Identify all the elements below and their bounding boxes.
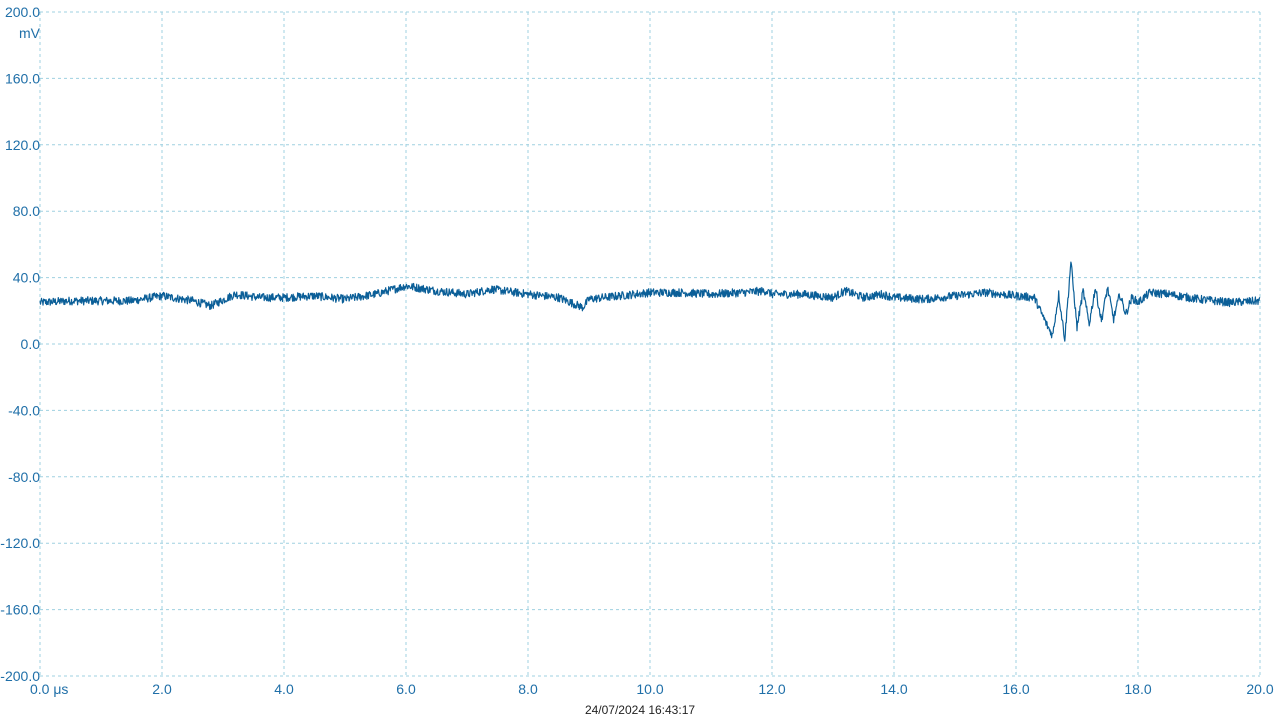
x-tick-label: 18.0: [1124, 681, 1151, 697]
y-tick-label: -160.0: [0, 602, 40, 618]
x-tick-label: 20.0: [1246, 681, 1273, 697]
timestamp: 24/07/2024 16:43:17: [585, 703, 695, 717]
tick-labels: 0.0 μs 2.0 4.0 6.0 8.0 10.0 12.0 14.0 16.0 18.0 20…: [0, 4, 1274, 697]
y-tick-label: -80.0: [8, 469, 40, 485]
x-tick-label: 10.0: [636, 681, 663, 697]
x-tick-label: 2.0: [152, 681, 172, 697]
y-tick-label: -40.0: [8, 402, 40, 418]
y-tick-label: 200.0: [5, 4, 40, 20]
x-tick-label: 14.0: [880, 681, 907, 697]
y-tick-label: -200.0: [0, 668, 40, 684]
grid: [39, 11, 1261, 677]
signal-trace: [39, 261, 1261, 342]
y-tick-label: 120.0: [5, 137, 40, 153]
x-tick-label: 4.0: [274, 681, 294, 697]
x-tick-label: 8.0: [518, 681, 538, 697]
y-tick-label: 0.0: [21, 336, 41, 352]
trace-layer: [39, 261, 1261, 342]
x-tick-label: 0.0 μs: [30, 681, 68, 697]
x-tick-label: 12.0: [758, 681, 785, 697]
x-tick-label: 16.0: [1002, 681, 1029, 697]
y-tick-label: 40.0: [13, 270, 40, 286]
x-tick-label: 6.0: [396, 681, 416, 697]
y-tick-label: 80.0: [13, 203, 40, 219]
y-tick-label: -120.0: [0, 535, 40, 551]
y-unit-label: mV: [19, 25, 41, 41]
y-tick-label: 160.0: [5, 70, 40, 86]
